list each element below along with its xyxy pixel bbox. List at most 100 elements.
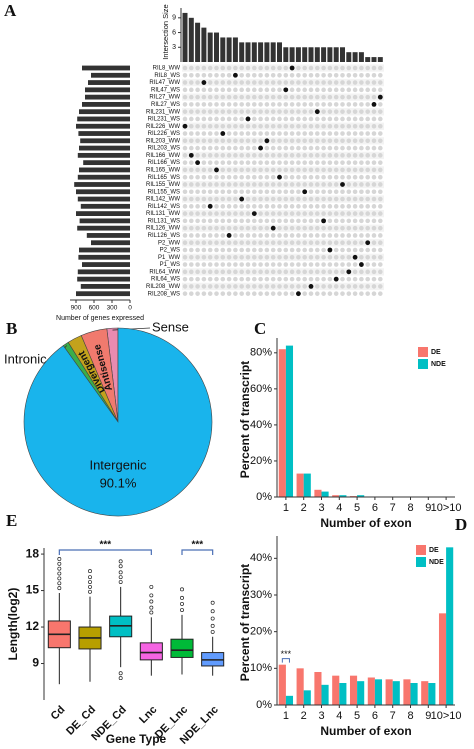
matrix-empty-dot <box>283 72 289 78</box>
matrix-empty-dot <box>195 174 200 180</box>
intersection-bar <box>251 42 257 62</box>
matrix-empty-dot <box>182 276 188 282</box>
matrix-empty-dot <box>214 218 219 224</box>
matrix-empty-dot <box>239 284 244 289</box>
intersection-bar <box>295 47 301 62</box>
matrix-empty-dot <box>302 182 308 187</box>
matrix-empty-dot <box>359 182 364 187</box>
legend-swatch <box>416 557 426 567</box>
matrix-empty-dot <box>264 109 270 114</box>
bar <box>403 679 411 705</box>
matrix-empty-dot <box>371 204 377 209</box>
matrix-empty-dot <box>333 87 339 93</box>
matrix-empty-dot <box>182 247 188 253</box>
matrix-empty-dot <box>189 174 194 180</box>
matrix-empty-dot <box>315 284 320 289</box>
matrix-empty-dot <box>264 254 270 260</box>
matrix-empty-dot <box>359 80 364 85</box>
matrix-empty-dot <box>201 145 207 151</box>
intersection-bar <box>289 47 295 62</box>
row-band <box>182 122 384 130</box>
outlier <box>57 571 62 576</box>
matrix-empty-dot <box>277 218 282 224</box>
matrix-empty-dot <box>207 167 213 173</box>
matrix-empty-dot <box>182 262 188 267</box>
matrix-empty-dot <box>182 204 188 209</box>
outlier <box>118 671 123 676</box>
matrix-empty-dot <box>226 269 232 275</box>
matrix-empty-dot <box>352 65 358 71</box>
matrix-empty-dot <box>258 167 263 173</box>
matrix-empty-dot <box>327 94 333 100</box>
matrix-empty-dot <box>308 145 314 151</box>
intersection-bar <box>358 52 364 62</box>
matrix-empty-dot <box>283 182 289 187</box>
matrix-empty-dot <box>302 123 308 129</box>
matrix-empty-dot <box>333 116 339 122</box>
matrix-empty-dot <box>189 65 194 71</box>
set-label: RIL165_WW <box>146 167 180 173</box>
set-label: RIL126_WS <box>148 233 180 239</box>
matrix-empty-dot <box>214 182 219 187</box>
matrix-empty-dot <box>189 247 194 253</box>
matrix-empty-dot <box>378 72 383 78</box>
bar <box>374 679 383 705</box>
matrix-empty-dot <box>270 211 276 216</box>
matrix-empty-dot <box>258 276 263 282</box>
matrix-empty-dot <box>302 276 308 282</box>
outlier <box>180 595 184 600</box>
matrix-empty-dot <box>214 276 219 282</box>
matrix-empty-dot <box>321 233 326 238</box>
matrix-empty-dot <box>258 174 263 180</box>
matrix-dot <box>258 145 263 151</box>
outlier <box>210 616 215 621</box>
matrix-empty-dot <box>359 145 364 151</box>
matrix-empty-dot <box>340 196 345 202</box>
matrix-empty-dot <box>378 102 383 107</box>
matrix-empty-dot <box>289 196 295 202</box>
matrix-empty-dot <box>214 80 219 85</box>
matrix-empty-dot <box>378 233 383 238</box>
matrix-empty-dot <box>378 284 383 289</box>
matrix-empty-dot <box>189 123 194 129</box>
matrix-empty-dot <box>321 65 326 71</box>
matrix-empty-dot <box>195 109 200 114</box>
matrix-empty-dot <box>346 123 352 129</box>
set-size-bar <box>74 182 130 187</box>
matrix-empty-dot <box>239 109 244 114</box>
set-size-bar <box>76 189 130 195</box>
legend-swatch <box>416 545 426 555</box>
matrix-empty-dot <box>214 87 219 93</box>
matrix-empty-dot <box>239 123 244 129</box>
matrix-empty-dot <box>270 204 276 209</box>
set-label: RIL203_WS <box>148 146 180 152</box>
matrix-empty-dot <box>252 254 257 260</box>
matrix-empty-dot <box>195 102 200 107</box>
matrix-empty-dot <box>321 276 326 282</box>
matrix-empty-dot <box>277 80 282 85</box>
set-size-bar <box>79 109 130 115</box>
matrix-empty-dot <box>302 211 308 216</box>
matrix-empty-dot <box>302 145 308 151</box>
set-size-bar <box>79 167 130 173</box>
legend-label: DE <box>429 547 439 554</box>
matrix-empty-dot <box>302 291 308 296</box>
matrix-empty-dot <box>302 153 308 158</box>
matrix-empty-dot <box>283 247 289 253</box>
matrix-empty-dot <box>327 196 333 202</box>
matrix-empty-dot <box>296 189 301 195</box>
outlier <box>180 601 184 606</box>
matrix-empty-dot <box>226 247 232 253</box>
matrix-dot <box>226 233 232 238</box>
matrix-empty-dot <box>378 269 383 275</box>
matrix-empty-dot <box>340 87 345 93</box>
matrix-empty-dot <box>283 196 289 202</box>
matrix-empty-dot <box>233 94 238 100</box>
set-size-bar <box>82 102 130 107</box>
set-label: RIL64_WS <box>151 277 180 283</box>
matrix-empty-dot <box>220 138 226 144</box>
matrix-empty-dot <box>245 94 251 100</box>
intersection-bar <box>371 57 377 62</box>
matrix-empty-dot <box>289 167 295 173</box>
matrix-empty-dot <box>270 160 276 165</box>
